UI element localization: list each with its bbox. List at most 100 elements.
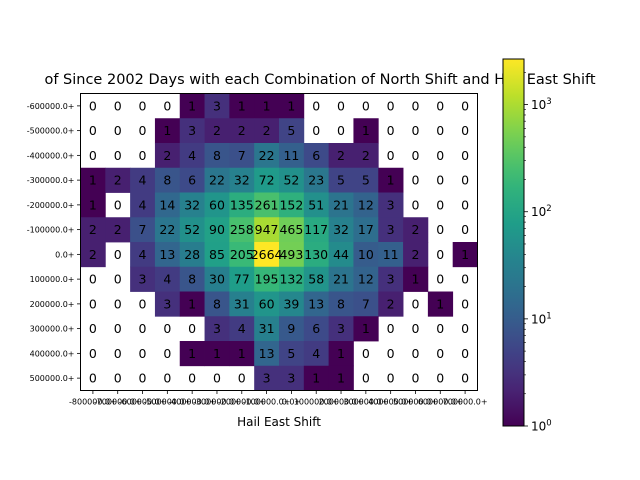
heatmap-cell — [179, 167, 205, 193]
cell-value-label: 1 — [163, 123, 171, 138]
heatmap-cell — [303, 316, 330, 342]
heatmap-cell — [154, 217, 181, 243]
cell-value-label: 152 — [279, 197, 303, 212]
cell-value-label: 1 — [213, 346, 221, 361]
cell-value-label: 60 — [209, 197, 225, 212]
heatmap-cell — [130, 167, 156, 193]
heatmap-cell — [154, 167, 181, 193]
heatmap-cell — [353, 217, 379, 243]
cell-value-label: 0 — [387, 346, 395, 361]
cell-value-label: 4 — [139, 173, 147, 188]
colorbar-tick-label: 101 — [531, 311, 552, 326]
cell-value-label: 493 — [279, 247, 303, 262]
cell-value-label: 2 — [362, 148, 370, 163]
y-axis-ticks: -600000.0+ -500000.0+ -400000.0+ -300000.0+… — [27, 102, 81, 383]
heatmap-cell — [353, 316, 379, 342]
y-tick-label: -200000.0+ — [27, 201, 75, 210]
heatmap-cell — [279, 365, 305, 391]
cell-value-label: 0 — [387, 98, 395, 113]
cell-value-label: 3 — [387, 197, 395, 212]
cell-value-label: 0 — [114, 346, 122, 361]
cell-value-label: 0 — [163, 98, 171, 113]
cell-value-label: 2 — [387, 296, 395, 311]
y-tick-label: 100000.0+ — [30, 275, 75, 284]
cell-value-label: 7 — [362, 296, 370, 311]
heatmap-cell — [353, 291, 379, 317]
y-tick-label: -600000.0+ — [27, 102, 75, 111]
heatmap-cell — [130, 192, 156, 218]
cell-value-label: 0 — [461, 321, 469, 336]
cell-value-label: 32 — [333, 222, 349, 237]
cell-value-label: 205 — [230, 247, 254, 262]
heatmap-cell — [229, 143, 255, 169]
heatmap-cell — [204, 118, 230, 144]
cell-value-label: 1 — [89, 173, 97, 188]
cell-value-label: 0 — [139, 123, 147, 138]
heatmap-cell — [303, 291, 330, 317]
heatmap-cell — [303, 341, 330, 367]
cell-value-label: 0 — [461, 98, 469, 113]
heatmap-cell — [353, 118, 379, 144]
cell-value-label: 258 — [230, 222, 254, 237]
cell-value-label: 0 — [114, 321, 122, 336]
cell-value-label: 5 — [287, 123, 295, 138]
x-tick-label: -600000.0+ — [119, 398, 167, 407]
heatmap-cell — [452, 242, 478, 268]
cell-value-label: 5 — [337, 173, 345, 188]
cell-value-label: 1 — [337, 346, 345, 361]
heatmap-cell — [403, 266, 429, 292]
heatmap-cells — [80, 93, 478, 391]
cell-value-label: 32 — [184, 197, 200, 212]
colorbar-tick-label: 103 — [531, 97, 552, 112]
cell-value-label: 17 — [358, 222, 374, 237]
heatmap-cell — [279, 341, 305, 367]
y-tick-label: -100000.0+ — [27, 226, 75, 235]
cell-value-label: 2 — [89, 247, 97, 262]
cell-value-label: 3 — [263, 371, 271, 386]
cell-value-label: 2 — [411, 222, 419, 237]
heatmap-cell — [378, 217, 404, 243]
heatmap-cell — [254, 93, 280, 119]
cell-value-label: 117 — [304, 222, 328, 237]
cell-value-label: 0 — [89, 321, 97, 336]
plot-frame — [80, 93, 478, 391]
cell-value-label: 12 — [358, 197, 374, 212]
cell-value-label: 4 — [188, 148, 196, 163]
cell-value-label: 261 — [255, 197, 279, 212]
cell-value-label: 0 — [461, 272, 469, 287]
cell-value-label: 1 — [238, 98, 246, 113]
cell-value-label: 2 — [213, 123, 221, 138]
cell-value-label: 44 — [333, 247, 349, 262]
x-tick-label: -300000.0+ — [193, 398, 241, 407]
cell-value-label: 0 — [436, 173, 444, 188]
heatmap-cell — [279, 242, 305, 268]
heatmap-cell — [80, 192, 106, 218]
cell-value-label: 11 — [283, 148, 299, 163]
cell-value-label: 5 — [362, 173, 370, 188]
cell-value-label: 0 — [139, 346, 147, 361]
heatmap-cell — [204, 143, 230, 169]
cell-value-label: 28 — [184, 247, 200, 262]
cell-value-label: 52 — [184, 222, 200, 237]
y-tick-label: -500000.0+ — [27, 127, 75, 136]
cell-value-label: 1 — [188, 296, 196, 311]
cell-value-label: 90 — [209, 222, 225, 237]
heatmap-cell — [179, 143, 205, 169]
cell-value-label: 1 — [312, 371, 320, 386]
heatmap-cell — [229, 217, 255, 243]
heatmap-cell — [229, 316, 255, 342]
cell-value-label: 0 — [436, 123, 444, 138]
heatmap-cell — [279, 316, 305, 342]
cell-value-label: 0 — [89, 272, 97, 287]
cell-value-label: 58 — [308, 272, 324, 287]
x-tick-label: -800000.0+ — [69, 398, 117, 407]
cell-value-label: 0 — [387, 148, 395, 163]
cell-value-label: 465 — [279, 222, 303, 237]
cell-value-label: 0 — [114, 247, 122, 262]
heatmap-cell — [328, 242, 354, 268]
heatmap-cell — [254, 242, 280, 268]
heatmap-cell — [353, 143, 379, 169]
heatmap-cell — [353, 242, 379, 268]
cell-value-label: 0 — [163, 346, 171, 361]
heatmap-cell — [378, 266, 404, 292]
